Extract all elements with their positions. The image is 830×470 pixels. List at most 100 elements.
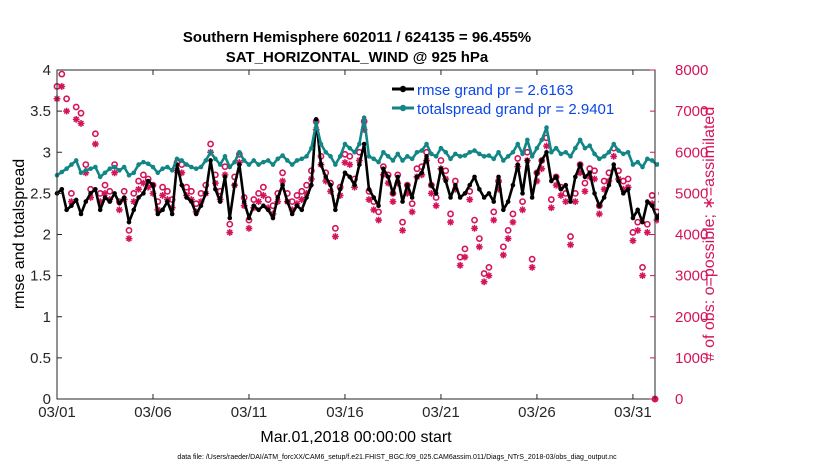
possible-obs-marker — [818, 185, 823, 190]
possible-obs-marker — [519, 198, 526, 205]
assimilated-obs-marker — [629, 237, 637, 245]
possible-obs-marker — [693, 176, 698, 181]
possible-obs-marker — [567, 233, 574, 240]
assimilated-obs-marker — [754, 163, 761, 170]
rmse-point — [645, 199, 650, 204]
possible-obs-marker — [221, 163, 229, 171]
totalspread-point — [376, 159, 381, 165]
totalspread-point — [765, 142, 770, 147]
rmse-point — [770, 175, 775, 180]
possible-obs-marker — [514, 155, 522, 162]
rmse-point — [462, 191, 468, 196]
assimilated-obs-marker — [678, 165, 685, 172]
totalspread-point — [477, 151, 482, 157]
totalspread-point — [357, 141, 362, 147]
assimilated-obs-marker — [144, 183, 152, 191]
assimilated-obs-marker — [456, 261, 464, 269]
totalspread-point — [237, 149, 242, 155]
rmse-point — [755, 179, 760, 184]
assimilated-obs-marker — [63, 107, 70, 115]
totalspread-point — [241, 158, 247, 163]
possible-obs-marker — [813, 146, 818, 151]
rmse-point — [285, 199, 290, 204]
totalspread-point — [659, 160, 664, 165]
rmse-point — [751, 187, 756, 192]
rmse-point — [616, 178, 621, 184]
totalspread-point — [736, 148, 741, 153]
assimilated-obs-marker — [543, 142, 550, 150]
possible-obs-marker — [634, 218, 642, 226]
rmse-point — [789, 175, 794, 180]
rmse-point — [669, 175, 674, 180]
rmse-point — [587, 170, 593, 176]
possible-obs-marker — [581, 179, 589, 187]
assimilated-obs-marker — [504, 235, 512, 243]
rmse-point — [405, 182, 410, 188]
assimilated-obs-marker — [68, 198, 75, 205]
rmse-point — [779, 166, 784, 171]
assimilated-obs-marker — [245, 224, 253, 232]
possible-obs-marker — [91, 130, 99, 138]
rmse-point — [222, 174, 228, 180]
y-tick-label-right: 4000 — [675, 227, 708, 244]
rmse-point — [640, 219, 645, 225]
legend-marker-totalspread — [399, 104, 407, 112]
totalspread-point — [433, 154, 439, 159]
rmse-point — [400, 199, 405, 204]
rmse-point — [381, 166, 386, 171]
totalspread-point — [784, 150, 789, 155]
assimilated-obs-marker — [499, 251, 507, 259]
rmse-point — [760, 183, 765, 188]
x-tick-label: 03/06 — [134, 404, 172, 421]
assimilated-obs-marker — [778, 161, 785, 168]
totalspread-point — [145, 161, 151, 167]
possible-obs-marker — [741, 174, 746, 179]
rmse-point — [145, 178, 151, 184]
rmse-point — [794, 158, 799, 163]
rmse-point — [97, 207, 103, 213]
possible-obs-marker — [504, 226, 512, 234]
totalspread-point — [299, 156, 305, 162]
assimilated-obs-marker — [619, 185, 627, 193]
y-tick-label-left: 2 — [43, 227, 51, 244]
y-tick-label-left: 0.5 — [30, 350, 51, 367]
assimilated-obs-marker — [101, 189, 109, 197]
rmse-point — [126, 219, 132, 225]
rmse-point — [433, 191, 439, 196]
possible-obs-marker — [591, 167, 598, 175]
assimilated-obs-marker — [774, 182, 781, 189]
possible-obs-marker — [130, 189, 138, 197]
y-tick-label-left: 4 — [43, 62, 51, 79]
totalspread-point — [443, 149, 449, 155]
y-tick-label-right: 2000 — [675, 309, 708, 326]
possible-obs-marker — [68, 189, 75, 197]
possible-obs-marker — [736, 146, 741, 151]
totalspread-point — [193, 166, 199, 171]
possible-obs-marker — [755, 156, 760, 161]
rmse-point — [803, 183, 808, 188]
totalspread-point — [501, 158, 506, 163]
assimilated-obs-marker — [96, 198, 104, 205]
rmse-point — [457, 195, 463, 200]
possible-obs-marker — [264, 196, 272, 203]
totalspread-point — [505, 154, 511, 159]
rmse-point — [784, 179, 789, 184]
assimilated-obs-marker — [447, 218, 454, 226]
totalspread-point — [587, 143, 593, 148]
rmse-point — [491, 199, 497, 204]
rmse-point — [179, 182, 185, 188]
possible-obs-marker — [770, 160, 775, 165]
rmse-point — [304, 195, 309, 200]
assimilated-obs-marker — [298, 196, 306, 203]
totalspread-point — [213, 156, 218, 162]
assimilated-obs-marker — [571, 198, 579, 205]
totalspread-point — [597, 156, 602, 162]
assimilated-obs-marker — [788, 167, 795, 174]
totalspread-point — [165, 164, 170, 170]
assimilated-obs-marker — [509, 218, 517, 226]
rmse-point — [534, 170, 540, 176]
rmse-point — [169, 211, 175, 217]
assimilated-obs-marker — [750, 174, 757, 181]
totalspread-point — [462, 153, 468, 158]
assimilated-obs-marker — [408, 208, 416, 216]
